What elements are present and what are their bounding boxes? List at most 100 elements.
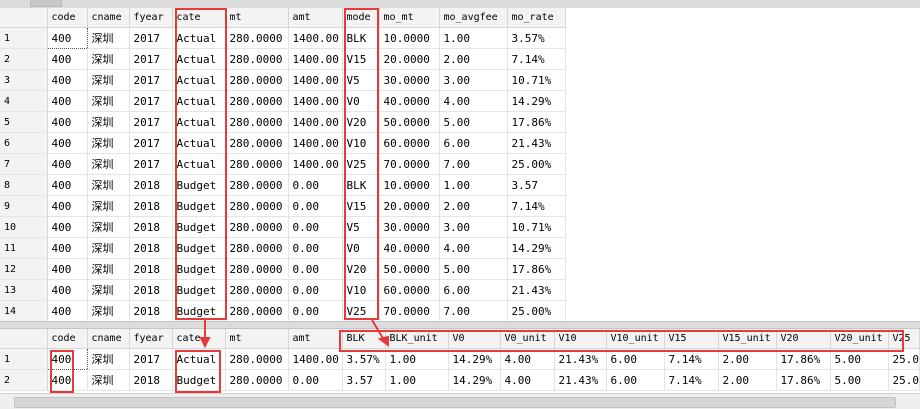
header-mo-avgfee[interactable]: mo_avgfee <box>439 8 508 28</box>
table-cell[interactable]: 6.00 <box>439 279 508 301</box>
table-cell[interactable]: 30.0000 <box>379 69 440 91</box>
header-code[interactable]: code <box>47 329 88 349</box>
header-cate[interactable]: cate <box>172 329 226 349</box>
table-cell[interactable]: 深圳 <box>87 27 130 49</box>
scrollbar-thumb[interactable] <box>14 397 896 408</box>
table-cell[interactable]: 深圳 <box>87 69 130 91</box>
table-cell[interactable]: 0.00 <box>288 174 343 196</box>
table-cell[interactable]: 深圳 <box>87 153 130 175</box>
table-cell[interactable]: V25 <box>342 153 380 175</box>
table-cell[interactable]: 2017 <box>129 132 173 154</box>
table-cell[interactable]: 280.0000 <box>225 27 289 49</box>
table-cell[interactable]: 7.14% <box>664 369 719 391</box>
table-cell[interactable]: Actual <box>172 27 226 49</box>
table-cell[interactable]: 17.86% <box>776 348 831 370</box>
row-number[interactable]: 7 <box>0 153 48 175</box>
table-cell[interactable]: Actual <box>172 48 226 70</box>
row-number[interactable]: 2 <box>0 48 48 70</box>
table-cell[interactable]: 1.00 <box>385 348 449 370</box>
table-cell[interactable]: 2017 <box>129 348 173 370</box>
table-cell[interactable]: 400 <box>47 153 88 175</box>
header-fyear[interactable]: fyear <box>129 329 173 349</box>
table-cell[interactable]: 2017 <box>129 69 173 91</box>
row-number[interactable]: 4 <box>0 90 48 112</box>
horizontal-scrollbar[interactable] <box>0 393 920 409</box>
table-cell[interactable]: 2017 <box>129 111 173 133</box>
table-row[interactable]: 8 400 深圳 2018 Budget 280.0000 0.00 BLK 10.0000 1.… <box>0 174 566 196</box>
table-cell[interactable]: 60.0000 <box>379 279 440 301</box>
table-cell[interactable]: 280.0000 <box>225 195 289 217</box>
table-cell[interactable]: Actual <box>172 348 226 370</box>
table-cell[interactable]: 7.00 <box>439 300 508 322</box>
table-cell[interactable]: 30.0000 <box>379 216 440 238</box>
table-cell[interactable]: 70.0000 <box>379 300 440 322</box>
table-cell[interactable]: V10 <box>342 279 380 301</box>
table-cell[interactable]: V10 <box>342 132 380 154</box>
table-cell[interactable]: 400 <box>47 300 88 322</box>
table-cell[interactable]: V0 <box>342 90 380 112</box>
table-cell[interactable]: 7.14% <box>664 348 719 370</box>
table-cell[interactable]: 4.00 <box>500 348 555 370</box>
table-cell[interactable]: 1400.00 <box>288 27 343 49</box>
table-cell[interactable]: 280.0000 <box>225 216 289 238</box>
row-number[interactable]: 13 <box>0 279 48 301</box>
header-cname[interactable]: cname <box>87 8 130 28</box>
table-cell[interactable]: 1400.00 <box>288 153 343 175</box>
table-cell[interactable]: 21.43% <box>507 132 566 154</box>
table-cell[interactable]: 深圳 <box>87 174 130 196</box>
table-cell[interactable]: 5.00 <box>439 258 508 280</box>
table-cell[interactable]: Actual <box>172 153 226 175</box>
table-cell[interactable]: 17.86% <box>776 369 831 391</box>
header-v0-unit[interactable]: V0_unit <box>500 329 555 349</box>
table-cell[interactable]: 14.29% <box>507 237 566 259</box>
table-cell[interactable]: 1400.00 <box>288 90 343 112</box>
row-number[interactable]: 14 <box>0 300 48 322</box>
table-cell[interactable]: 40.0000 <box>379 90 440 112</box>
table-cell[interactable]: 70.0000 <box>379 153 440 175</box>
table-cell[interactable]: 4.00 <box>439 90 508 112</box>
header-v0[interactable]: V0 <box>448 329 501 349</box>
table-row[interactable]: 7 400 深圳 2017 Actual 280.0000 1400.00 V25 70.000… <box>0 153 566 175</box>
header-v25[interactable]: V25 <box>888 329 920 349</box>
table-row[interactable]: 1 400 深圳 2017 Actual 280.0000 1400.00 BLK 10.000… <box>0 27 566 49</box>
table-row[interactable]: 3 400 深圳 2017 Actual 280.0000 1400.00 V5 30.0000… <box>0 69 566 91</box>
table-cell[interactable]: 1.00 <box>385 369 449 391</box>
table-cell[interactable]: 25.00% <box>507 153 566 175</box>
table-cell[interactable]: 400 <box>47 90 88 112</box>
table-cell[interactable]: BLK <box>342 27 380 49</box>
results-grid-2[interactable]: code cname fyear cate mt amt BLK BLK_uni… <box>0 329 920 393</box>
table-cell[interactable]: 280.0000 <box>225 279 289 301</box>
header-mt[interactable]: mt <box>225 8 289 28</box>
table-cell[interactable]: V5 <box>342 69 380 91</box>
table-cell[interactable]: 14.29% <box>448 348 501 370</box>
table-cell[interactable]: 400 <box>47 279 88 301</box>
row-number[interactable]: 12 <box>0 258 48 280</box>
table-cell[interactable]: Budget <box>172 174 226 196</box>
header-mo-rate[interactable]: mo_rate <box>507 8 566 28</box>
table-cell[interactable]: 2.00 <box>718 369 777 391</box>
table-cell[interactable]: 20.0000 <box>379 48 440 70</box>
table-cell[interactable]: 3.00 <box>439 69 508 91</box>
table-cell[interactable]: 280.0000 <box>225 69 289 91</box>
table-cell[interactable]: 2018 <box>129 369 173 391</box>
table-cell[interactable]: 400 <box>46 348 88 370</box>
table-cell[interactable]: V5 <box>342 216 380 238</box>
header-cname[interactable]: cname <box>87 329 130 349</box>
table-cell[interactable]: V20 <box>342 111 380 133</box>
table-cell[interactable]: 17.86% <box>507 258 566 280</box>
table-row[interactable]: 2 400 深圳 2018 Budget 280.0000 0.00 3.57 1.00 14.2… <box>0 369 920 391</box>
table-row[interactable]: 2 400 深圳 2017 Actual 280.0000 1400.00 V15 20.000… <box>0 48 566 70</box>
header-v20-unit[interactable]: V20_unit <box>830 329 889 349</box>
table-cell[interactable]: V20 <box>342 258 380 280</box>
table-cell[interactable]: 2018 <box>129 258 173 280</box>
table-cell[interactable]: 3.00 <box>439 216 508 238</box>
table-cell[interactable]: 6.00 <box>439 132 508 154</box>
table-cell[interactable]: 0.00 <box>288 195 343 217</box>
table-cell[interactable]: 0.00 <box>288 369 343 391</box>
grid-corner[interactable] <box>0 8 48 28</box>
header-amt[interactable]: amt <box>288 329 343 349</box>
table-cell[interactable]: 400 <box>47 195 88 217</box>
table-row[interactable]: 4 400 深圳 2017 Actual 280.0000 1400.00 V0 40.0000… <box>0 90 566 112</box>
table-cell[interactable]: 深圳 <box>87 132 130 154</box>
table-cell[interactable]: 20.0000 <box>379 195 440 217</box>
